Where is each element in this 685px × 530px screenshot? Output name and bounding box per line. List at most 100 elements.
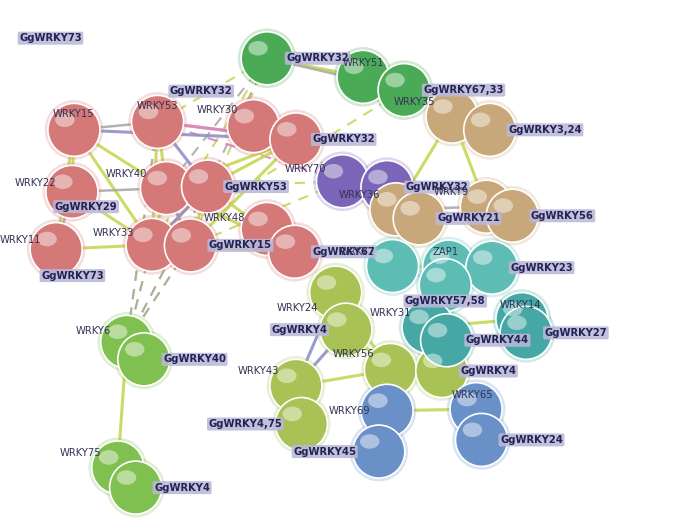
Text: GgWRKY40: GgWRKY40: [163, 355, 226, 364]
Ellipse shape: [409, 310, 429, 324]
Ellipse shape: [507, 315, 527, 330]
Ellipse shape: [429, 249, 449, 264]
Ellipse shape: [371, 352, 391, 367]
Ellipse shape: [417, 311, 476, 370]
Ellipse shape: [316, 155, 369, 208]
Ellipse shape: [178, 157, 237, 216]
Ellipse shape: [426, 268, 446, 282]
Text: WRKY69: WRKY69: [328, 406, 370, 416]
Ellipse shape: [118, 333, 170, 386]
Ellipse shape: [358, 157, 416, 217]
Ellipse shape: [496, 293, 548, 346]
Ellipse shape: [88, 438, 147, 497]
Text: GgWRKY3,24: GgWRKY3,24: [508, 125, 582, 135]
Text: WRKY75: WRKY75: [60, 448, 101, 458]
Ellipse shape: [171, 228, 191, 243]
Text: GgWRKY32: GgWRKY32: [406, 182, 468, 192]
Text: GgWRKY4: GgWRKY4: [271, 325, 327, 334]
Ellipse shape: [467, 189, 487, 204]
Text: WRKY9: WRKY9: [434, 187, 469, 197]
Ellipse shape: [45, 100, 103, 160]
Ellipse shape: [378, 64, 430, 117]
Ellipse shape: [92, 441, 144, 494]
Text: WRKY33: WRKY33: [92, 228, 134, 238]
Text: WRKY30: WRKY30: [197, 105, 238, 114]
Ellipse shape: [427, 323, 447, 338]
Ellipse shape: [421, 314, 473, 367]
Ellipse shape: [126, 218, 178, 271]
Ellipse shape: [364, 343, 416, 396]
Ellipse shape: [457, 392, 477, 407]
Ellipse shape: [419, 237, 478, 296]
Text: GgWRKY67: GgWRKY67: [312, 247, 375, 257]
Ellipse shape: [140, 162, 192, 215]
Ellipse shape: [277, 368, 297, 383]
Ellipse shape: [320, 303, 372, 356]
Ellipse shape: [48, 103, 100, 156]
Ellipse shape: [493, 289, 551, 349]
Text: GgWRKY4: GgWRKY4: [154, 483, 210, 492]
Ellipse shape: [46, 165, 98, 218]
Text: GgWRKY73: GgWRKY73: [41, 271, 103, 280]
Ellipse shape: [108, 324, 127, 339]
Text: WRKY65: WRKY65: [451, 390, 493, 400]
Ellipse shape: [349, 422, 408, 481]
Ellipse shape: [423, 240, 475, 293]
Ellipse shape: [188, 169, 208, 184]
Text: WRKY14: WRKY14: [499, 300, 541, 310]
Text: WRKY24: WRKY24: [277, 304, 319, 313]
Ellipse shape: [42, 162, 101, 222]
Text: GgWRKY4: GgWRKY4: [460, 366, 516, 376]
Ellipse shape: [337, 50, 389, 103]
Ellipse shape: [486, 189, 538, 242]
Ellipse shape: [224, 96, 283, 156]
Text: GgWRKY32: GgWRKY32: [286, 54, 349, 63]
Ellipse shape: [55, 112, 75, 127]
Text: WRKY31: WRKY31: [369, 308, 411, 317]
Ellipse shape: [97, 312, 156, 372]
Ellipse shape: [116, 470, 136, 485]
Ellipse shape: [30, 223, 82, 276]
Ellipse shape: [473, 250, 493, 265]
Text: GgWRKY45: GgWRKY45: [293, 447, 356, 456]
Text: GgWRKY44: GgWRKY44: [466, 335, 529, 345]
Ellipse shape: [456, 413, 508, 466]
Ellipse shape: [493, 198, 513, 213]
Ellipse shape: [110, 461, 162, 514]
Ellipse shape: [433, 99, 453, 114]
Ellipse shape: [399, 297, 458, 357]
Ellipse shape: [416, 344, 468, 398]
Ellipse shape: [416, 255, 475, 315]
Ellipse shape: [366, 240, 419, 293]
Ellipse shape: [53, 174, 73, 189]
Ellipse shape: [483, 186, 542, 245]
Text: GgWRKY73: GgWRKY73: [19, 33, 82, 43]
Ellipse shape: [270, 359, 322, 412]
Ellipse shape: [266, 356, 325, 416]
Ellipse shape: [323, 164, 343, 179]
Ellipse shape: [272, 394, 331, 454]
Ellipse shape: [423, 87, 482, 146]
Ellipse shape: [125, 342, 145, 357]
Ellipse shape: [402, 301, 454, 354]
Ellipse shape: [114, 330, 173, 389]
Ellipse shape: [164, 219, 216, 272]
Ellipse shape: [358, 381, 416, 440]
Text: WRKY48: WRKY48: [204, 214, 245, 223]
Ellipse shape: [344, 59, 364, 74]
Ellipse shape: [132, 95, 184, 148]
Ellipse shape: [462, 422, 482, 437]
Ellipse shape: [238, 29, 297, 88]
Ellipse shape: [385, 73, 405, 87]
Ellipse shape: [368, 170, 388, 184]
Ellipse shape: [316, 300, 375, 359]
Ellipse shape: [27, 219, 86, 279]
Ellipse shape: [241, 32, 293, 85]
Ellipse shape: [393, 192, 445, 245]
Ellipse shape: [363, 236, 422, 296]
Ellipse shape: [423, 354, 443, 368]
Ellipse shape: [500, 306, 552, 359]
Ellipse shape: [266, 110, 325, 169]
Text: GgWRKY24: GgWRKY24: [500, 435, 563, 445]
Ellipse shape: [37, 232, 57, 246]
